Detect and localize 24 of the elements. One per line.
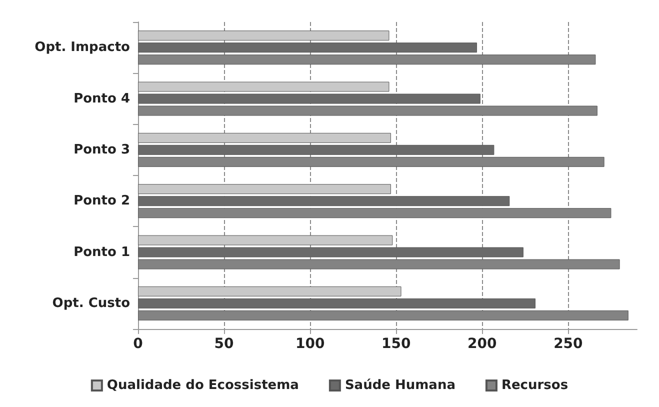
bar [138,144,494,155]
x-tick-label: 0 [133,336,144,352]
bar [138,184,391,194]
y-tick-label: Ponto 2 [74,194,130,209]
y-tick-label: Ponto 4 [74,91,130,106]
bar [138,196,510,206]
x-tick-label: 200 [468,336,498,352]
bar [138,132,391,143]
legend-label: Qualidade do Ecossistema [106,378,299,393]
legend-label: Saúde Humana [344,378,456,393]
y-tick-label: Ponto 3 [74,142,130,158]
x-tick-label: 150 [381,336,411,352]
y-tick-label: Ponto 1 [74,244,130,260]
bar [138,42,477,53]
bar [138,286,402,296]
bar [138,298,536,308]
y-tick-label: Opt. Impacto [34,40,130,56]
y-tick-label: Opt. Custo [52,296,130,311]
x-tick-label: 250 [554,336,584,352]
x-tick-label: 50 [214,336,234,352]
bar [138,208,612,218]
legend-label: Recursos [501,378,568,393]
x-tick-label: 100 [295,336,325,352]
bar [138,30,390,41]
